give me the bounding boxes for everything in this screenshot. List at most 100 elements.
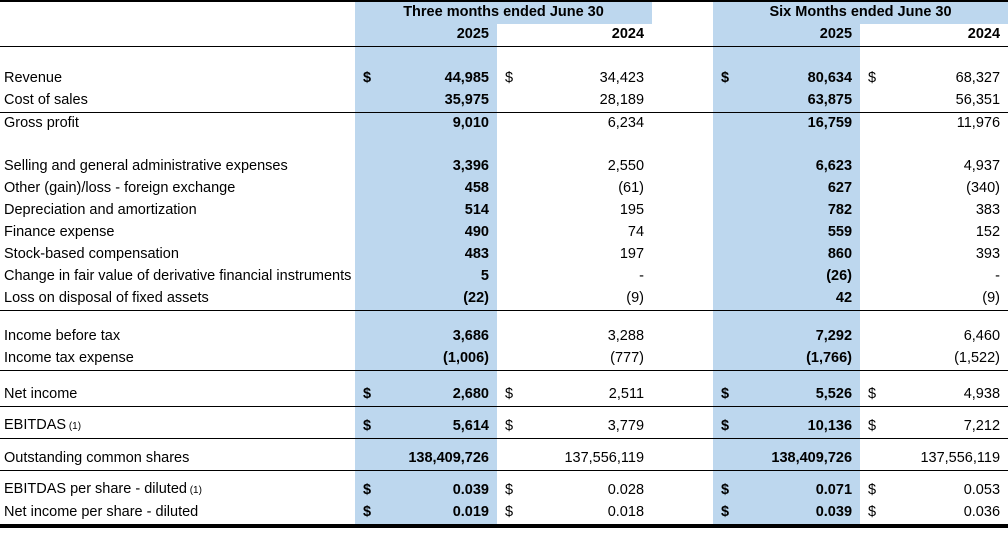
value-number: 152	[975, 223, 1001, 240]
row-label: Net income	[0, 383, 355, 407]
table-row: Income before tax 3,686 3,288 7,292 6,460	[0, 326, 1008, 348]
column-gap	[652, 287, 714, 311]
value-number: 74	[627, 223, 645, 240]
value-cell: 3,288	[497, 326, 652, 348]
value-number: 860	[827, 245, 853, 262]
value-cell: $34,423	[497, 68, 652, 90]
column-gap	[652, 112, 713, 135]
value-cell: (22)	[355, 287, 497, 311]
period-header-three-months: Three months ended June 30	[355, 1, 653, 24]
value-cell: (1,766)	[713, 348, 861, 371]
row-label: Other (gain)/loss - foreign exchange	[0, 178, 355, 200]
value-number: 138,409,726	[771, 449, 853, 466]
value-number: (22)	[463, 289, 489, 306]
table-row: Revenue $44,985 $34,423 $80,634 $68,327	[0, 67, 1008, 90]
value-cell: 4,937	[860, 156, 1008, 178]
table-body: Revenue $44,985 $34,423 $80,634 $68,327 Cost …	[0, 46, 1008, 526]
value-cell	[860, 135, 1008, 156]
value-cell	[355, 134, 497, 156]
row-label-text: Revenue	[4, 69, 63, 86]
value-number: 197	[619, 245, 645, 262]
value-number: 0.028	[607, 482, 645, 498]
value-number: 138,409,726	[408, 449, 489, 466]
value-cell: 195	[497, 200, 652, 222]
value-number: 35,975	[444, 91, 489, 108]
column-gap	[652, 415, 714, 439]
row-label-text: Finance expense	[4, 223, 115, 240]
corner-blank-cell	[0, 24, 355, 47]
value-number: 9,010	[452, 114, 489, 131]
value-cell: 137,556,119	[860, 447, 1008, 471]
column-gap	[652, 479, 713, 502]
value-cell: $68,327	[860, 68, 1008, 90]
row-label: Gross profit	[0, 112, 355, 135]
currency-symbol: $	[363, 385, 372, 402]
value-number: 2,680	[452, 385, 489, 402]
row-label-text: Net income per share - diluted	[4, 504, 199, 520]
value-number: 383	[975, 201, 1001, 218]
column-gap	[652, 383, 714, 407]
currency-symbol: $	[868, 482, 877, 498]
table-row: Outstanding common shares 138,409,726 137,…	[0, 447, 1008, 471]
value-number: 56,351	[955, 91, 1001, 108]
row-label: EBITDAS per share - diluted (1)	[0, 479, 355, 502]
table-row: Selling and general administrative expen…	[0, 155, 1008, 178]
row-label: Cost of sales	[0, 89, 355, 113]
row-label: Net income per share - diluted	[0, 502, 355, 526]
value-number: (340)	[966, 179, 1001, 196]
period-header-six-months: Six Months ended June 30	[713, 1, 1008, 24]
column-gap	[652, 178, 713, 200]
currency-symbol: $	[868, 385, 877, 402]
value-number: 782	[827, 201, 853, 218]
footnote-marker: (1)	[186, 485, 202, 496]
value-number: 5,614	[452, 418, 489, 434]
column-gap	[652, 24, 714, 47]
row-label: Change in fair value of derivative finan…	[0, 266, 355, 288]
currency-symbol: $	[505, 385, 514, 402]
row-label	[0, 47, 355, 68]
row-label-text: Cost of sales	[4, 91, 88, 108]
value-number: 5,526	[815, 385, 853, 402]
column-gap	[652, 439, 713, 448]
year-header-row: 2025 2024 2025 2024	[0, 24, 1008, 47]
table-row: Depreciation and amortization 514 195 782 38…	[0, 199, 1008, 222]
value-cell: 6,460	[860, 326, 1008, 348]
value-number: 68,327	[955, 69, 1001, 86]
value-cell	[497, 47, 652, 68]
year-header-six-months-2025: 2025	[713, 24, 861, 47]
table-row: Net income per share - diluted $0.019 $0.0…	[0, 502, 1008, 526]
value-cell: -	[497, 266, 652, 288]
value-number: 6,234	[607, 114, 645, 131]
value-number: 7,292	[815, 328, 853, 344]
row-label-text: Selling and general administrative expen…	[4, 157, 288, 174]
value-cell: (26)	[713, 265, 861, 288]
row-label-text: Loss on disposal of fixed assets	[4, 289, 209, 306]
spacer-row	[0, 370, 1008, 384]
value-cell: $10,136	[713, 415, 861, 439]
value-number: (1,522)	[954, 350, 1001, 366]
value-cell	[497, 371, 652, 384]
value-number: 0.019	[452, 504, 489, 520]
value-cell: 483	[355, 243, 497, 266]
row-label-text: Net income	[4, 385, 78, 402]
value-cell: $2,680	[355, 383, 497, 407]
value-cell: 559	[713, 221, 861, 244]
value-cell	[497, 135, 652, 156]
currency-symbol: $	[868, 418, 877, 434]
column-gap	[652, 68, 713, 90]
value-cell: $7,212	[860, 415, 1008, 439]
value-cell: $2,511	[497, 383, 653, 407]
column-gap	[652, 310, 713, 326]
currency-symbol: $	[721, 482, 730, 498]
value-cell	[713, 438, 861, 448]
value-cell	[497, 470, 652, 479]
year-header-three-months-2024: 2024	[497, 24, 653, 47]
row-label: Revenue	[0, 68, 355, 90]
row-label: Depreciation and amortization	[0, 200, 355, 222]
column-gap	[652, 348, 714, 371]
value-cell: (9)	[497, 287, 653, 311]
row-label-text: Change in fair value of derivative finan…	[4, 267, 352, 284]
row-label: EBITDAS (1)	[0, 415, 355, 439]
currency-symbol: $	[505, 504, 514, 520]
table-row: EBITDAS (1) $5,614 $3,779 $10,136 $7,212	[0, 415, 1008, 439]
